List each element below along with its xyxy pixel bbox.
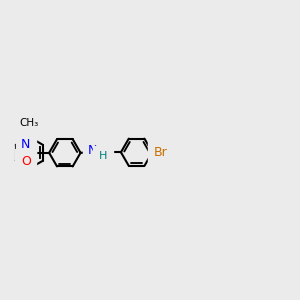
Text: H: H [99,151,107,161]
Text: O: O [21,155,31,168]
Text: N: N [88,143,98,157]
Text: CH₃: CH₃ [20,118,39,128]
Text: Br: Br [153,146,167,159]
Text: N: N [21,138,30,151]
